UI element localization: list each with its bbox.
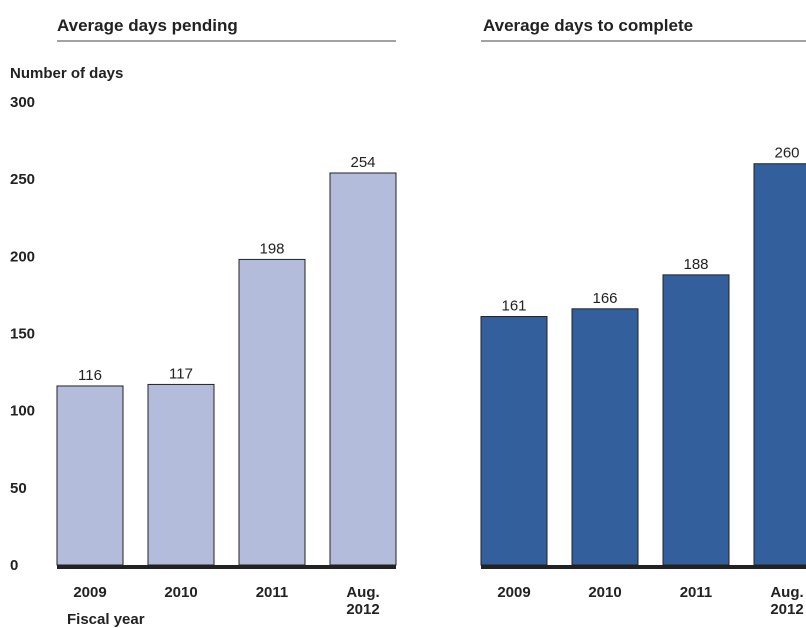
bar-pending-2010 — [147, 383, 215, 566]
y-tick-label-250: 250 — [10, 171, 35, 188]
baseline-complete — [481, 565, 806, 569]
bar-complete-2011 — [662, 274, 730, 566]
y-tick-label-100: 100 — [10, 403, 35, 420]
data-label-complete-2010: 166 — [592, 290, 617, 307]
y-tick-label-300: 300 — [10, 94, 35, 111]
x-tick-label-complete-2011: 2011 — [680, 584, 713, 601]
chart-panel-complete: 161 2009 166 2010 188 2011 260 Aug.2012 — [480, 145, 806, 618]
bar-complete-2009 — [480, 316, 548, 566]
x-tick-label-pending-2011: 2011 — [256, 584, 289, 601]
y-tick-label-200: 200 — [10, 248, 35, 265]
x-tick-label-pending-aug-2012-line1: Aug. — [346, 584, 379, 601]
data-label-pending-2011: 198 — [259, 240, 284, 257]
bar-pending-2009 — [56, 385, 124, 566]
x-tick-label-complete-2009: 2009 — [497, 584, 530, 601]
data-label-pending-2010: 117 — [169, 365, 193, 382]
x-tick-label-complete-aug-2012-line2: 2012 — [770, 601, 803, 618]
bar-complete-2010 — [571, 308, 639, 566]
bar-complete-aug-2012 — [753, 163, 806, 566]
baseline-pending — [57, 565, 396, 569]
y-axis-ticks: 0 50 100 150 200 250 300 — [10, 94, 35, 574]
x-tick-label-pending-2010: 2010 — [164, 584, 197, 601]
bar-pending-2011 — [238, 258, 306, 566]
data-label-pending-aug-2012: 254 — [350, 154, 375, 171]
x-axis-title: Fiscal year — [67, 611, 145, 628]
x-tick-label-complete-2010: 2010 — [588, 584, 621, 601]
data-label-complete-2009: 161 — [501, 298, 526, 315]
chart-panel-pending: 116 2009 117 2010 198 2011 254 Aug.2012 — [56, 154, 397, 618]
y-tick-label-150: 150 — [10, 326, 35, 343]
y-tick-label-50: 50 — [10, 480, 27, 497]
x-tick-label-pending-aug-2012-line2: 2012 — [346, 601, 379, 618]
y-axis-title: Number of days — [10, 65, 123, 82]
chart-title-complete: Average days to complete — [483, 16, 693, 35]
x-tick-label-complete-aug-2012-line1: Aug. — [770, 584, 803, 601]
data-label-complete-2011: 188 — [683, 256, 708, 273]
x-tick-label-pending-2009: 2009 — [73, 584, 106, 601]
y-tick-label-0: 0 — [10, 557, 18, 574]
chart-title-pending: Average days pending — [57, 16, 238, 35]
data-label-pending-2009: 116 — [78, 367, 102, 384]
data-label-complete-aug-2012: 260 — [774, 145, 799, 162]
bar-pending-aug-2012 — [329, 172, 397, 566]
